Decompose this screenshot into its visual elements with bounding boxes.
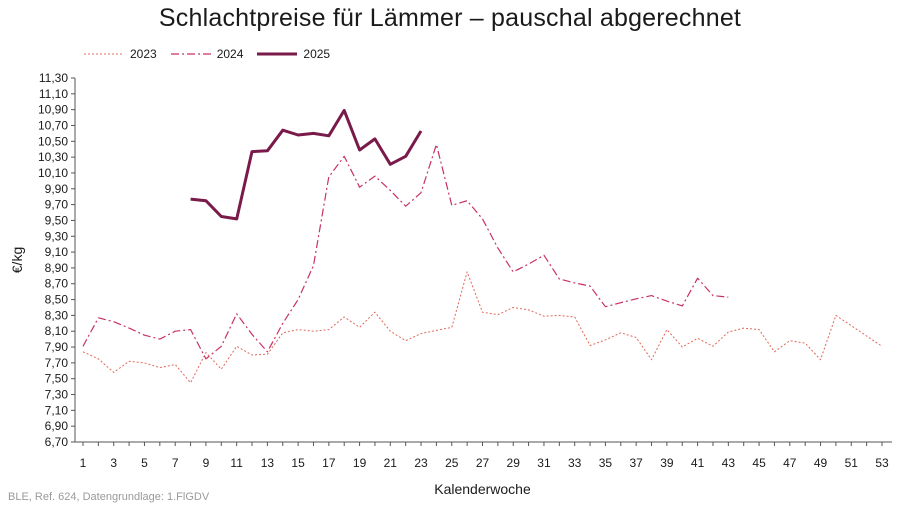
chart-title: Schlachtpreise für Lämmer – pauschal abg…: [158, 4, 742, 32]
y-tick-label: 8,70: [45, 277, 69, 291]
legend-label: 2023: [130, 47, 157, 61]
y-tick-label: 9,70: [45, 198, 69, 212]
x-tick-label: 51: [845, 456, 859, 470]
y-tick-label: 8,30: [45, 308, 69, 322]
x-tick-label: 27: [476, 456, 490, 470]
x-tick-label: 37: [629, 456, 643, 470]
series-line-2023: [82, 271, 883, 384]
y-tick-label: 8,90: [45, 261, 69, 275]
x-tick-label: 3: [110, 456, 117, 470]
y-tick-label: 7,70: [45, 356, 69, 370]
x-tick-label: 11: [230, 456, 243, 470]
x-tick-label: 35: [599, 456, 613, 470]
x-tick-label: 45: [752, 456, 766, 470]
x-tick-label: 33: [568, 456, 582, 470]
y-tick-label: 7,10: [45, 403, 69, 417]
legend-item-2025: 2025: [257, 47, 330, 61]
y-tick-label: 7,50: [45, 372, 69, 386]
x-tick-label: 5: [141, 456, 148, 470]
chart-series-layer: [82, 108, 883, 384]
source-note: BLE, Ref. 624, Datengrundlage: 1.FlGDV: [8, 491, 210, 503]
x-tick-label: 41: [691, 456, 705, 470]
y-tick-label: 7,30: [45, 388, 69, 402]
x-tick-label: 9: [203, 456, 210, 470]
series-line-2024: [82, 143, 729, 360]
x-tick-label: 1: [80, 456, 87, 470]
y-tick-label: 8,50: [45, 293, 69, 307]
legend-swatch: [84, 53, 124, 55]
x-tick-label: 13: [261, 456, 275, 470]
legend-item-2023: 2023: [84, 47, 157, 61]
y-tick-label: 6,90: [45, 419, 69, 433]
y-tick-label: 9,10: [45, 245, 69, 259]
x-tick-label: 49: [814, 456, 828, 470]
x-tick-label: 7: [172, 456, 179, 470]
y-tick-label: 11,10: [39, 87, 68, 101]
x-tick-label: 17: [322, 456, 336, 470]
y-tick-label: 9,30: [45, 229, 69, 243]
y-tick-label: 10,90: [38, 103, 68, 117]
chart-legend: 2023 2024 2025: [84, 45, 344, 63]
x-tick-label: 25: [445, 456, 459, 470]
y-tick-label: 10,70: [38, 118, 68, 132]
x-tick-label: 29: [507, 456, 521, 470]
x-tick-label: 19: [353, 456, 367, 470]
y-tick-label: 11,30: [39, 71, 68, 85]
legend-swatch: [170, 53, 211, 55]
chart-axes: 6,70 6,90 7,107,30 7,50 7,70 7,90 8,10 8,308,50…: [9, 71, 892, 497]
y-tick-label: 9,90: [45, 182, 69, 196]
legend-swatch: [257, 52, 298, 56]
legend-item-2024: 2024: [170, 47, 244, 61]
x-tick-label: 43: [722, 456, 736, 470]
y-tick-label: 10,10: [38, 166, 68, 180]
y-axis-label: €/kg: [9, 247, 25, 273]
legend-label: 2025: [303, 47, 331, 61]
x-tick-label: 39: [660, 456, 674, 470]
y-tick-label: 8,10: [45, 324, 69, 338]
series-line-2025: [190, 108, 423, 221]
y-tick-label: 10,50: [38, 134, 68, 148]
y-tick-label: 9,50: [45, 213, 69, 227]
y-tick-label: 6,70: [45, 435, 69, 449]
legend-label: 2024: [216, 47, 244, 61]
x-axis-label: Kalenderwoche: [434, 481, 531, 497]
x-tick-label: 47: [783, 456, 797, 470]
x-tick-label: 31: [537, 456, 551, 470]
x-tick-label: 53: [875, 456, 889, 470]
x-tick-label: 23: [414, 456, 428, 470]
x-tick-label: 21: [384, 456, 398, 470]
y-tick-label: 10,30: [38, 150, 68, 164]
y-tick-label: 7,90: [45, 340, 69, 354]
x-tick-label: 15: [291, 456, 305, 470]
